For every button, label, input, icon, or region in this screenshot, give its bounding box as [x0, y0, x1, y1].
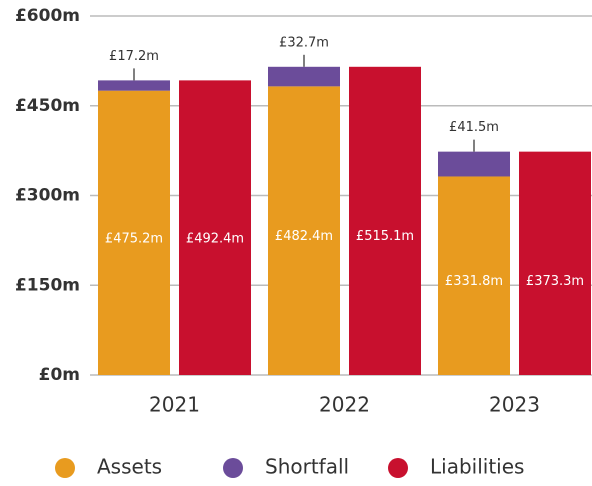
value-label: £32.7m	[279, 35, 329, 50]
value-label: £482.4m	[275, 229, 333, 244]
value-label: £492.4m	[186, 231, 244, 246]
bar-segment	[349, 66, 421, 376]
bar-segment	[179, 80, 251, 375]
legend-swatch	[388, 458, 408, 478]
bar-segment	[268, 86, 340, 375]
y-tick-label: £150m	[15, 275, 80, 295]
bar-segment	[438, 151, 510, 177]
bar-segment	[98, 90, 170, 375]
y-tick-label: £600m	[15, 6, 80, 26]
legend-swatch	[223, 458, 243, 478]
legend-label: Liabilities	[430, 455, 524, 479]
value-label: £373.3m	[526, 274, 584, 289]
y-tick-label: £0m	[39, 365, 80, 385]
x-tick-label: 2022	[319, 393, 370, 417]
bar-segment	[519, 151, 591, 375]
legend-label: Shortfall	[265, 455, 349, 479]
bar-segment	[438, 176, 510, 375]
bar-segment	[98, 80, 170, 91]
legend-label: Assets	[97, 455, 162, 479]
bar-segment	[268, 66, 340, 87]
x-tick-label: 2023	[489, 393, 540, 417]
legend-swatch	[55, 458, 75, 478]
y-tick-label: £450m	[15, 96, 80, 116]
value-label: £475.2m	[105, 231, 163, 246]
value-label: £515.1m	[356, 229, 414, 244]
x-tick-label: 2021	[149, 393, 200, 417]
value-label: £331.8m	[445, 274, 503, 289]
value-label: £17.2m	[109, 49, 159, 64]
y-tick-label: £300m	[15, 186, 80, 206]
value-label: £41.5m	[449, 120, 499, 135]
